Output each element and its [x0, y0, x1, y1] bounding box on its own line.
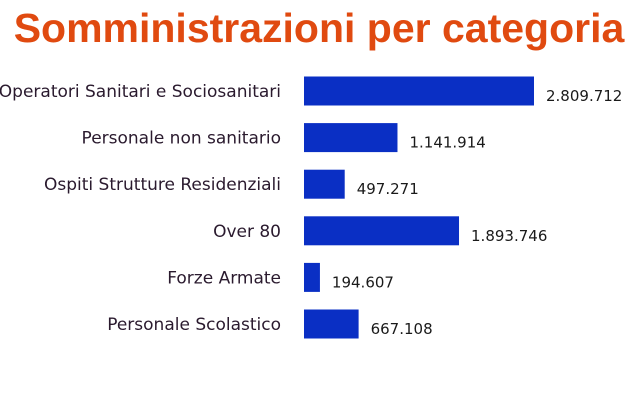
value-label: 497.271: [357, 180, 419, 198]
category-label: Operatori Sanitari e Sociosanitari: [0, 82, 281, 102]
bar: [304, 216, 460, 246]
bar: [304, 123, 398, 153]
value-label: 2.809.712: [546, 87, 622, 105]
chart-title: Somministrazioni per categoria: [13, 5, 625, 51]
value-label: 1.893.746: [471, 227, 547, 245]
bar: [304, 169, 345, 199]
category-label: Over 80: [213, 222, 281, 242]
category-label: Personale Scolastico: [107, 315, 281, 335]
category-label: Ospiti Strutture Residenziali: [44, 175, 281, 195]
bar: [304, 262, 320, 292]
value-label: 667.108: [371, 320, 433, 338]
category-label: Personale non sanitario: [82, 129, 281, 149]
bar: [304, 76, 534, 106]
category-label: Forze Armate: [167, 268, 281, 288]
value-label: 194.607: [332, 273, 394, 291]
bar: [304, 309, 359, 339]
value-label: 1.141.914: [409, 134, 485, 152]
